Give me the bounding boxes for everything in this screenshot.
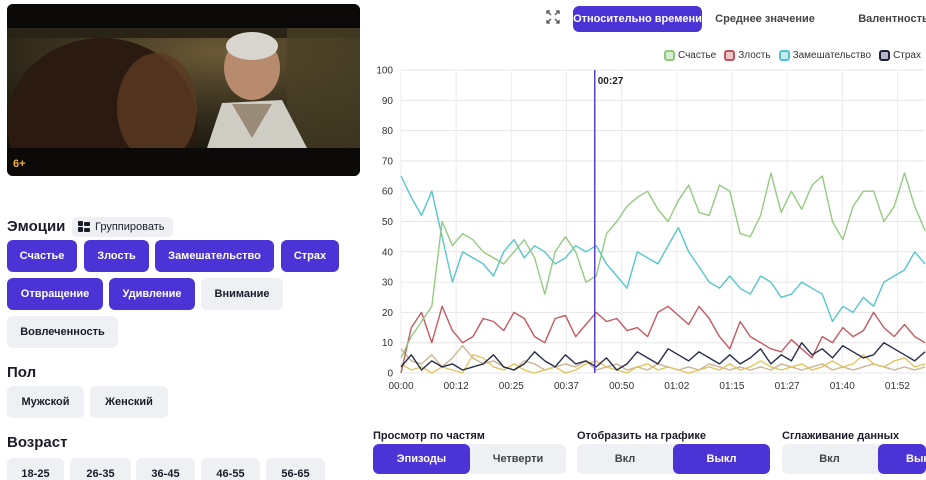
legend-label: Злость (738, 50, 771, 61)
smoothing-title: Сглаживание данных (782, 430, 900, 442)
series-line (400, 175, 926, 323)
emotions-title: Эмоции (7, 218, 66, 235)
y-tick-label: 100 (376, 66, 393, 77)
legend-item[interactable]: Счастье (663, 50, 717, 61)
chip-emotion-fear[interactable]: Страх (281, 240, 339, 272)
chip-age-18-25[interactable]: 18-25 (7, 458, 64, 480)
group-icon (78, 221, 90, 233)
display-toggle: Вкл Выкл (577, 444, 770, 474)
chip-age-26-35[interactable]: 26-35 (70, 458, 131, 480)
y-tick-label: 90 (382, 96, 394, 107)
view-selector: Относительно времени Среднее значение Ва… (540, 4, 926, 32)
legend-swatch (778, 50, 790, 61)
chip-emotion-attention[interactable]: Внимание (201, 278, 283, 310)
legend-swatch (879, 50, 891, 61)
display-option-on[interactable]: Вкл (614, 453, 636, 465)
legend-swatch (663, 50, 675, 61)
parts-title: Просмотр по частям (373, 430, 485, 442)
legend-label: Счастье (677, 50, 717, 61)
chip-emotion-surprise[interactable]: Удивление (109, 278, 195, 310)
chip-gender-male[interactable]: Мужской (7, 386, 84, 418)
emotion-time-chart[interactable]: 0 10 20 30 40 50 60 70 80 90 100 00:00 00:12 00:25 00:… (365, 60, 926, 400)
age-title: Возраст (7, 434, 68, 451)
y-tick-label: 50 (382, 217, 394, 228)
x-tick-label: 01:52 (885, 381, 910, 392)
x-tick-label: 00:37 (554, 381, 579, 392)
chip-emotion-anger[interactable]: Злость (84, 240, 149, 272)
video-letterbox-top (7, 4, 360, 28)
series-line (400, 354, 926, 374)
tab-relative-time[interactable]: Относительно времени (573, 6, 702, 32)
x-tick-label: 00:25 (499, 381, 524, 392)
y-tick-label: 80 (382, 126, 394, 137)
y-tick-label: 20 (382, 308, 394, 319)
x-tick-label: 00:12 (444, 381, 469, 392)
chip-gender-female[interactable]: Женский (90, 386, 168, 418)
video-player[interactable]: 6+ (7, 4, 360, 176)
x-tick-label: 00:00 (388, 381, 413, 392)
parts-option-episodes[interactable]: Эпизоды (373, 444, 470, 474)
time-cursor-label: 00:27 (598, 76, 624, 87)
display-option-off[interactable]: Выкл (673, 444, 770, 474)
chip-emotion-confusion[interactable]: Замешательство (155, 240, 274, 272)
x-tick-label: 01:27 (775, 381, 800, 392)
video-frame (7, 28, 360, 148)
series-line (400, 342, 926, 371)
gender-title: Пол (7, 364, 37, 381)
parts-option-quarters[interactable]: Четверти (492, 453, 544, 465)
smoothing-option-off[interactable]: Выкл (878, 444, 926, 474)
y-tick-label: 70 (382, 156, 394, 167)
x-tick-label: 01:40 (830, 381, 855, 392)
y-tick-label: 30 (382, 278, 394, 289)
smoothing-option-on[interactable]: Вкл (819, 453, 840, 465)
y-tick-label: 60 (382, 187, 394, 198)
legend-label: Замешательство (792, 50, 872, 61)
legend-item[interactable]: Страх (879, 50, 921, 61)
chart-legend: Счастье Злость Замешательство Страх (663, 50, 921, 61)
chip-emotion-disgust[interactable]: Отвращение (7, 278, 103, 310)
display-title: Отобразить на графике (577, 430, 706, 442)
chip-age-46-55[interactable]: 46-55 (201, 458, 260, 480)
legend-swatch (724, 50, 736, 61)
y-tick-label: 40 (382, 247, 394, 258)
group-button[interactable]: Группировать (72, 217, 173, 237)
x-tick-label: 01:02 (664, 381, 689, 392)
chip-emotion-happiness[interactable]: Счастье (7, 240, 77, 272)
legend-label: Страх (893, 50, 921, 61)
chip-age-36-45[interactable]: 36-45 (136, 458, 195, 480)
group-button-label: Группировать (95, 221, 165, 233)
parts-toggle: Эпизоды Четверти (373, 444, 566, 474)
video-letterbox-bottom (7, 148, 360, 176)
x-tick-label: 00:50 (609, 381, 634, 392)
x-tick-label: 01:15 (719, 381, 744, 392)
smoothing-toggle: Вкл Выкл (782, 444, 926, 474)
series-line (400, 305, 926, 374)
series-line (400, 172, 926, 359)
tab-valence[interactable]: Валентность (858, 13, 926, 25)
y-tick-label: 0 (387, 369, 393, 380)
expand-icon[interactable] (546, 10, 560, 24)
tab-average[interactable]: Среднее значение (715, 13, 815, 25)
chip-age-56-65[interactable]: 56-65 (266, 458, 325, 480)
age-rating-badge: 6+ (13, 158, 26, 170)
y-tick-label: 10 (382, 338, 394, 349)
legend-item[interactable]: Злость (724, 50, 771, 61)
chip-emotion-engagement[interactable]: Вовлеченность (7, 316, 118, 348)
legend-item[interactable]: Замешательство (778, 50, 872, 61)
